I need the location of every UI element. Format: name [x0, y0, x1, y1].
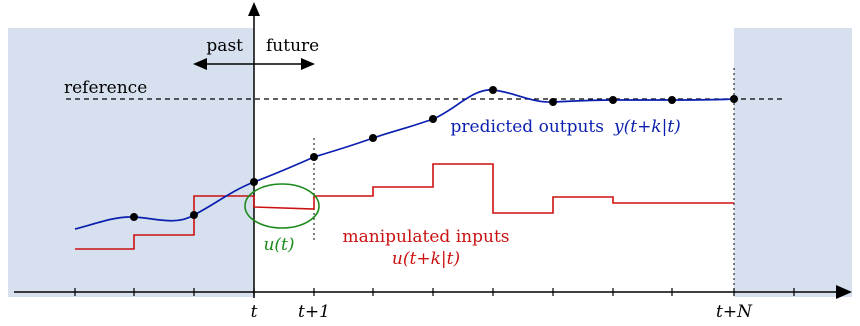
- manipulated-inputs-label: manipulated inputs: [343, 227, 510, 247]
- manipulated-inputs-math: u(t+k|t): [392, 249, 460, 269]
- manipulated-input-signal: [75, 163, 734, 250]
- past-label: past: [206, 36, 243, 56]
- predicted-output-points: [130, 86, 738, 221]
- predicted-outputs-math: y(t+k|t): [613, 117, 681, 137]
- future-arrowhead-icon: [301, 58, 315, 70]
- time-axis-arrowhead-icon: [836, 285, 852, 299]
- past-arrowhead-icon: [193, 58, 207, 70]
- tick-label-t: t: [251, 302, 258, 321]
- future-label: future: [266, 36, 319, 56]
- control-label-u-t: u(t): [263, 235, 294, 255]
- predicted-outputs-label: predicted outputs: [451, 117, 605, 137]
- tick-label-t-plus-n: t+N: [716, 302, 753, 321]
- beyond-horizon-shaded-region: [734, 28, 852, 297]
- axis-ticks: [74, 288, 795, 296]
- reference-label: reference: [64, 78, 147, 98]
- past-shaded-region: [8, 28, 254, 297]
- tick-label-t-plus-1: t+1: [298, 302, 330, 321]
- control-highlight-ellipse: [244, 183, 320, 229]
- vertical-axis-arrowhead-icon: [248, 2, 260, 16]
